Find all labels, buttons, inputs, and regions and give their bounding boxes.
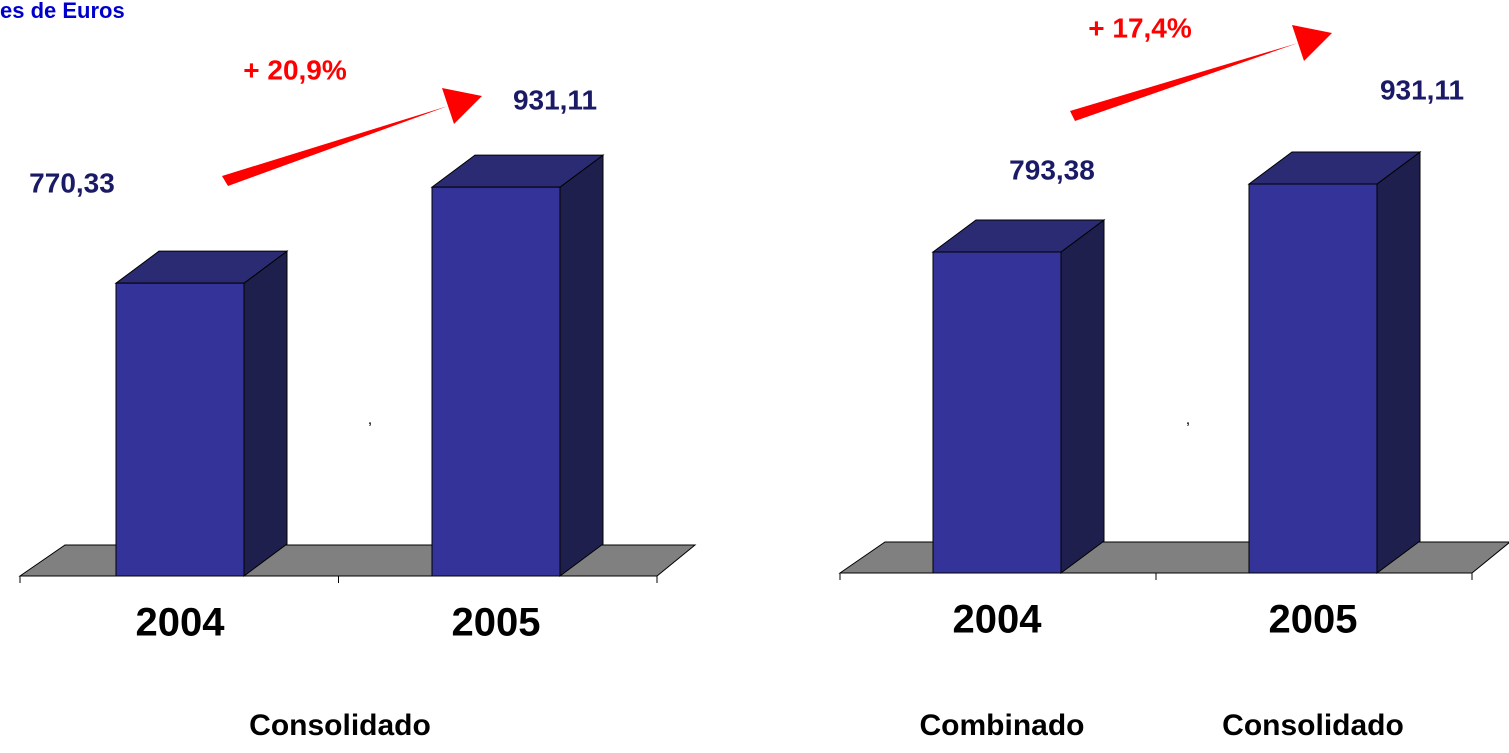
value-label: 931,11 [1380, 74, 1464, 105]
chart-title: es de Euros [0, 0, 125, 23]
group-label: Consolidado [1222, 709, 1404, 742]
annotation: + 20,9% [243, 54, 347, 85]
x-tick-label: 2005 [452, 601, 541, 645]
bar [430, 154, 605, 577]
bar-side [559, 154, 604, 577]
group-label: Combinado [920, 709, 1085, 742]
x-tick-label: 2004 [136, 601, 226, 645]
bar-front [932, 251, 1062, 574]
stray-mark: , [1186, 411, 1190, 428]
bar-side [1060, 218, 1105, 574]
bar-front [1248, 183, 1378, 574]
value-label: 793,38 [1009, 154, 1095, 185]
bar [114, 250, 289, 577]
bar [931, 218, 1106, 574]
bar-front [115, 282, 245, 577]
arrow [222, 88, 482, 186]
stray-mark: , [368, 411, 372, 428]
x-tick-label: 2005 [1269, 598, 1358, 642]
value-label: 931,11 [513, 84, 597, 115]
bar [1247, 151, 1422, 574]
bar-front [431, 186, 561, 577]
value-label: 770,33 [29, 167, 115, 198]
x-tick-label: 2004 [953, 598, 1043, 642]
bar-side [243, 250, 288, 577]
annotation: + 17,4% [1088, 12, 1192, 43]
group-label: Consolidado [249, 709, 431, 742]
bar-side [1376, 151, 1421, 574]
arrow [1070, 25, 1332, 121]
